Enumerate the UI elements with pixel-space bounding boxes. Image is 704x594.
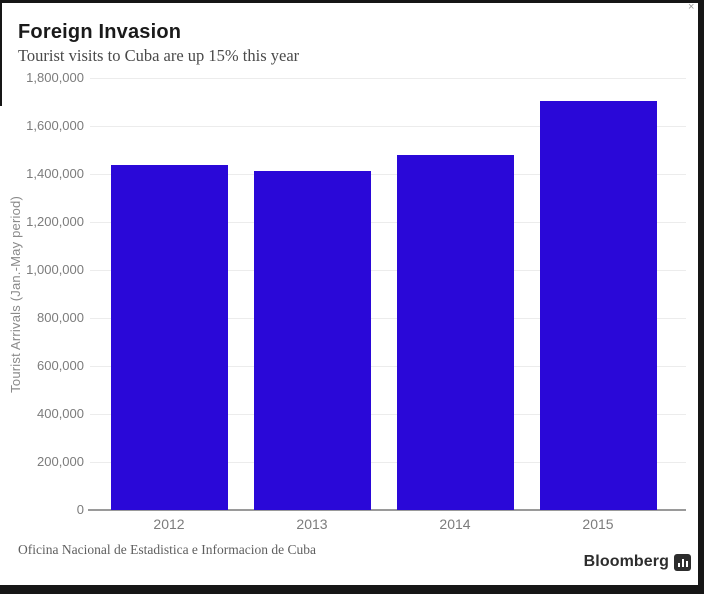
window-border-right <box>698 0 704 594</box>
window-border-left <box>0 0 2 106</box>
bar-2013 <box>253 170 371 510</box>
close-icon[interactable]: × <box>688 1 695 13</box>
gridline <box>90 174 686 175</box>
bar-2015 <box>539 101 657 510</box>
y-tick-label: 400,000 <box>37 406 84 421</box>
gridline <box>90 414 686 415</box>
window-border-top <box>0 0 704 3</box>
x-tick-label-2013: 2013 <box>296 516 328 532</box>
bar-2014 <box>396 155 514 510</box>
x-tick-label-2012: 2012 <box>153 516 185 532</box>
y-axis-title: Tourist Arrivals (Jan.-May period) <box>7 195 23 393</box>
y-tick-label: 1,000,000 <box>26 262 84 277</box>
y-tick-label: 1,800,000 <box>26 70 84 85</box>
bottom-black-bar <box>0 585 704 594</box>
y-tick-label: 600,000 <box>37 358 84 373</box>
gridline <box>90 126 686 127</box>
x-axis-line <box>88 509 686 511</box>
gridline <box>90 222 686 223</box>
y-tick-label: 0 <box>76 502 84 517</box>
y-tick-label: 200,000 <box>37 454 84 469</box>
page-subtitle: Tourist visits to Cuba are up 15% this y… <box>18 46 300 65</box>
gridline <box>90 366 686 367</box>
source-note: Oficina Nacional de Estadistica e Inform… <box>18 542 317 557</box>
y-tick-label: 1,200,000 <box>26 214 84 229</box>
bloomberg-logo-icon <box>674 553 691 571</box>
gridline <box>90 270 686 271</box>
x-tick-label-2015: 2015 <box>582 516 614 532</box>
gridline <box>90 462 686 463</box>
gridline <box>90 318 686 319</box>
page-title: Foreign Invasion <box>18 21 182 43</box>
x-tick-label-2014: 2014 <box>439 516 471 532</box>
bloomberg-brand: Bloomberg <box>584 553 691 571</box>
y-tick-label: 1,600,000 <box>26 118 84 133</box>
y-tick-label: 800,000 <box>37 310 84 325</box>
bloomberg-wordmark: Bloomberg <box>583 553 669 570</box>
y-tick-label: 1,400,000 <box>26 166 84 181</box>
bar-2012 <box>110 165 228 510</box>
gridline <box>90 78 686 79</box>
y-axis-title-wrap: Tourist Arrivals (Jan.-May period) <box>4 78 26 510</box>
